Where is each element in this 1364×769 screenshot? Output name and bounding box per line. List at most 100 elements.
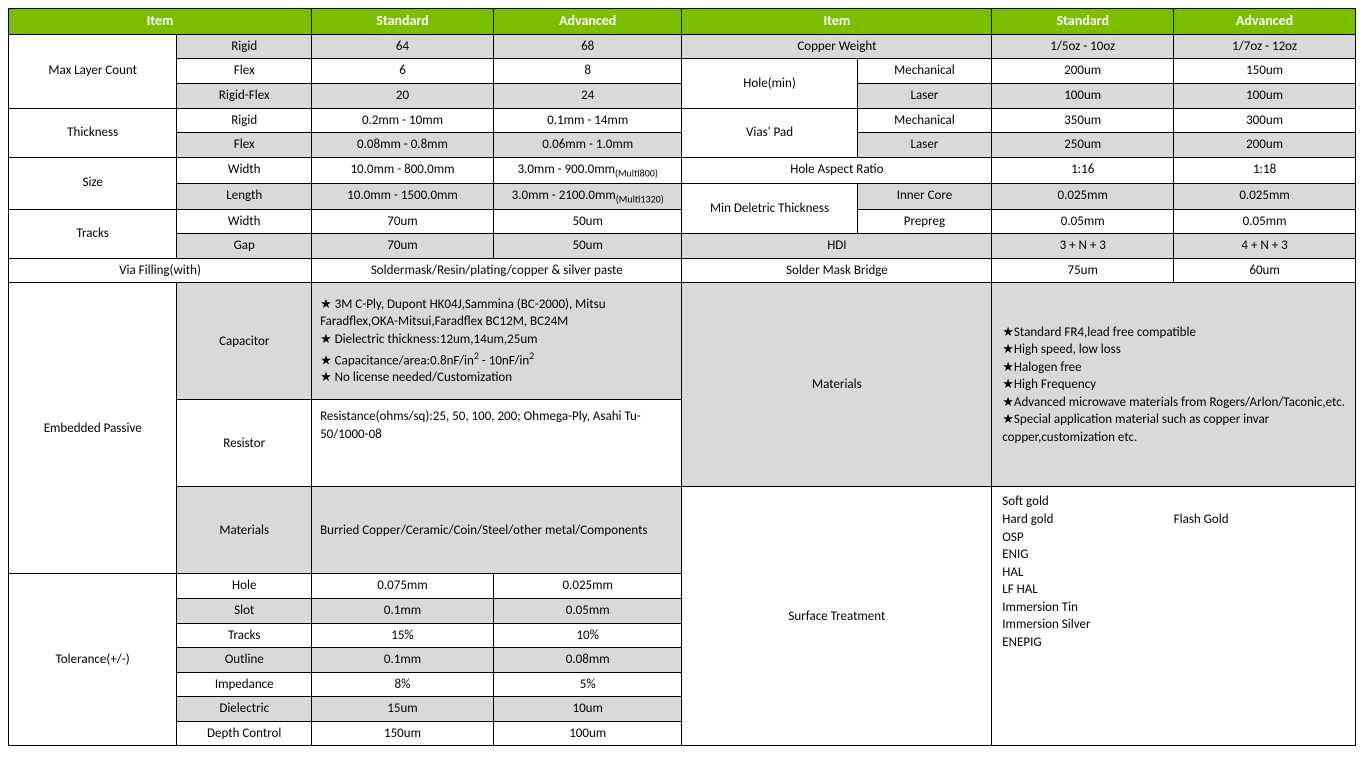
cell: 100um [1174,83,1356,108]
cell: 4 + N + 3 [1174,234,1356,259]
cell: 15% [312,623,494,648]
resistor-label: Resistor [177,400,312,487]
cell: Prepreg [857,209,992,234]
cell: 0.1mm - 14mm [493,108,682,133]
cell: 70um [312,209,494,234]
cell: Rigid [177,34,312,59]
header-item-left: Item [9,9,312,35]
cell: 150um [312,721,494,746]
cell: 1:16 [992,157,1174,183]
cell: Gap [177,234,312,259]
hole-min-label: Hole(min) [682,59,857,108]
cell: 0.05mm [992,209,1174,234]
ep-materials-text: Burried Copper/Ceramic/Coin/Steel/other … [312,487,682,574]
thickness-label: Thickness [9,108,177,157]
cell: 10um [493,697,682,722]
resistor-text: Resistance(ohms/sq):25, 50, 100, 200; Oh… [312,400,682,487]
copper-weight-label: Copper Weight [682,34,992,59]
cell: Width [177,209,312,234]
cell: 100um [493,721,682,746]
cell: 200um [992,59,1174,84]
cell: Outline [177,648,312,673]
cell: 100um [992,83,1174,108]
size-label: Size [9,157,177,209]
cell: Hole [177,574,312,599]
tolerance-label: Tolerance(+/-) [9,574,177,746]
ep-materials-label: Materials [177,487,312,574]
cell: 350um [992,108,1174,133]
cell: 0.06mm - 1.0mm [493,133,682,158]
cell: 3 + N + 3 [992,234,1174,259]
cell: Depth Control [177,721,312,746]
cell: Mechanical [857,108,992,133]
cell: Laser [857,83,992,108]
cell: 1/5oz - 10oz [992,34,1174,59]
cell: 15um [312,697,494,722]
cell: Slot [177,599,312,624]
cell: 3.0mm - 900.0mm(Multi800) [493,157,682,183]
cell: 8% [312,672,494,697]
cell: 300um [1174,108,1356,133]
cell: Width [177,157,312,183]
cell: 0.05mm [1174,209,1356,234]
cell: 6 [312,59,494,84]
cell: 0.05mm [493,599,682,624]
cell: 0.08mm [493,648,682,673]
cell: Length [177,183,312,209]
surface-treatment-label: Surface Treatment [682,487,992,746]
embedded-passive-label: Embedded Passive [9,283,177,574]
cell: 68 [493,34,682,59]
cell: 150um [1174,59,1356,84]
cell: 50um [493,209,682,234]
hdi-label: HDI [682,234,992,259]
cell: 60um [1174,258,1356,283]
hole-aspect-label: Hole Aspect Ratio [682,157,992,183]
header-standard-left: Standard [312,9,494,35]
cell: 5% [493,672,682,697]
cell: Rigid [177,108,312,133]
solder-mask-label: Solder Mask Bridge [682,258,992,283]
cell: 1/7oz - 12oz [1174,34,1356,59]
cell: 0.08mm - 0.8mm [312,133,494,158]
cell: Flex [177,59,312,84]
cell: Flex [177,133,312,158]
header-standard-right: Standard [992,9,1174,35]
cell: 200um [1174,133,1356,158]
header-advanced-left: Advanced [493,9,682,35]
cell: 0.025mm [1174,183,1356,209]
cell: 75um [992,258,1174,283]
max-layer-count-label: Max Layer Count [9,34,177,108]
cell: 0.025mm [992,183,1174,209]
cell: Impedance [177,672,312,697]
cell: Laser [857,133,992,158]
via-filling-value: Soldermask/Resin/plating/copper & silver… [312,258,682,283]
vias-pad-label: Vias' Pad [682,108,857,157]
cell: 0.025mm [493,574,682,599]
spec-table: Item Standard Advanced Item Standard Adv… [8,8,1356,746]
cell: Tracks [177,623,312,648]
cell: 0.075mm [312,574,494,599]
tracks-label: Tracks [9,209,177,258]
cell: Inner Core [857,183,992,209]
header-item-right: Item [682,9,992,35]
cell: 10.0mm - 800.0mm [312,157,494,183]
cell: Mechanical [857,59,992,84]
cell: 24 [493,83,682,108]
cell: 70um [312,234,494,259]
cell: 250um [992,133,1174,158]
cell: Dielectric [177,697,312,722]
cell: 20 [312,83,494,108]
header-row: Item Standard Advanced Item Standard Adv… [9,9,1356,35]
cell: 64 [312,34,494,59]
min-dielectric-label: Min Deletric Thickness [682,183,857,234]
cell: 50um [493,234,682,259]
cell: 10% [493,623,682,648]
cell: 0.1mm [312,648,494,673]
cell: Rigid-Flex [177,83,312,108]
cell: 10.0mm - 1500.0mm [312,183,494,209]
cell: 0.2mm - 10mm [312,108,494,133]
cell: 0.1mm [312,599,494,624]
surface-treatment-text: Soft goldHard goldOSPENIGHALLF HALImmers… [992,487,1356,746]
cell: 1:18 [1174,157,1356,183]
via-filling-label: Via Filling(with) [9,258,312,283]
